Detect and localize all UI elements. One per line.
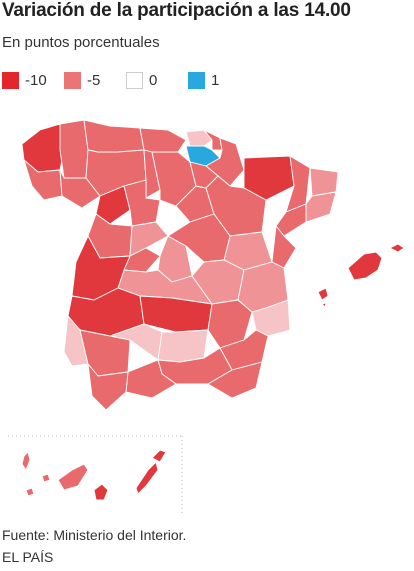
legend-item-increase: 1 — [188, 72, 219, 89]
province-huesca — [243, 155, 295, 201]
publisher-brand: EL PAÍS — [2, 549, 54, 565]
province-zamora — [95, 185, 131, 225]
chart-title: Variación de la participación a las 14.0… — [2, 0, 351, 21]
province-guadalajara — [167, 213, 231, 263]
legend: -10 -5 0 1 — [2, 72, 302, 92]
province-almeria — [207, 361, 263, 399]
province-lugo — [59, 119, 89, 179]
island-la-gomera — [41, 473, 51, 483]
island-mallorca — [347, 251, 383, 281]
province-cantabria — [139, 127, 187, 153]
legend-label: -5 — [87, 72, 101, 89]
province-vizcaya — [185, 129, 213, 147]
province-girona — [309, 167, 339, 197]
province-cadiz — [87, 363, 129, 411]
legend-label: 1 — [211, 72, 220, 89]
balearic-islands — [317, 243, 405, 308]
island-tenerife — [57, 463, 89, 491]
province-palencia — [143, 149, 161, 199]
legend-item-strong-decrease: -10 — [2, 72, 47, 89]
province-guipuzcoa — [203, 129, 223, 151]
legend-label: -10 — [25, 72, 47, 89]
peninsula-provinces — [21, 119, 339, 411]
island-fuerteventura — [135, 461, 159, 495]
legend-swatch — [2, 72, 19, 89]
legend-swatch — [64, 72, 81, 89]
island-gran-canaria — [93, 483, 109, 501]
legend-item-decrease: -5 — [64, 72, 100, 89]
island-lanzarote — [151, 449, 167, 463]
province-huelva — [63, 315, 89, 367]
chart-subtitle: En puntos porcentuales — [2, 34, 160, 51]
legend-swatch — [188, 72, 205, 89]
island-menorca — [388, 243, 405, 253]
island-formentera — [321, 302, 327, 308]
island-el-hierro — [25, 487, 35, 497]
legend-label: 0 — [149, 72, 158, 89]
province-jaen — [157, 329, 209, 363]
province-asturias — [83, 119, 145, 153]
canary-inset — [8, 435, 183, 514]
legend-swatch — [126, 72, 143, 89]
island-la-palma — [21, 451, 31, 472]
source-note: Fuente: Ministerio del Interior. — [2, 527, 187, 543]
province-valladolid — [123, 179, 161, 227]
legend-item-no-change: 0 — [126, 72, 157, 89]
island-ibiza — [317, 287, 329, 301]
province-segovia — [129, 221, 169, 257]
province-barcelona — [305, 191, 337, 223]
province-tarragona — [275, 203, 307, 237]
